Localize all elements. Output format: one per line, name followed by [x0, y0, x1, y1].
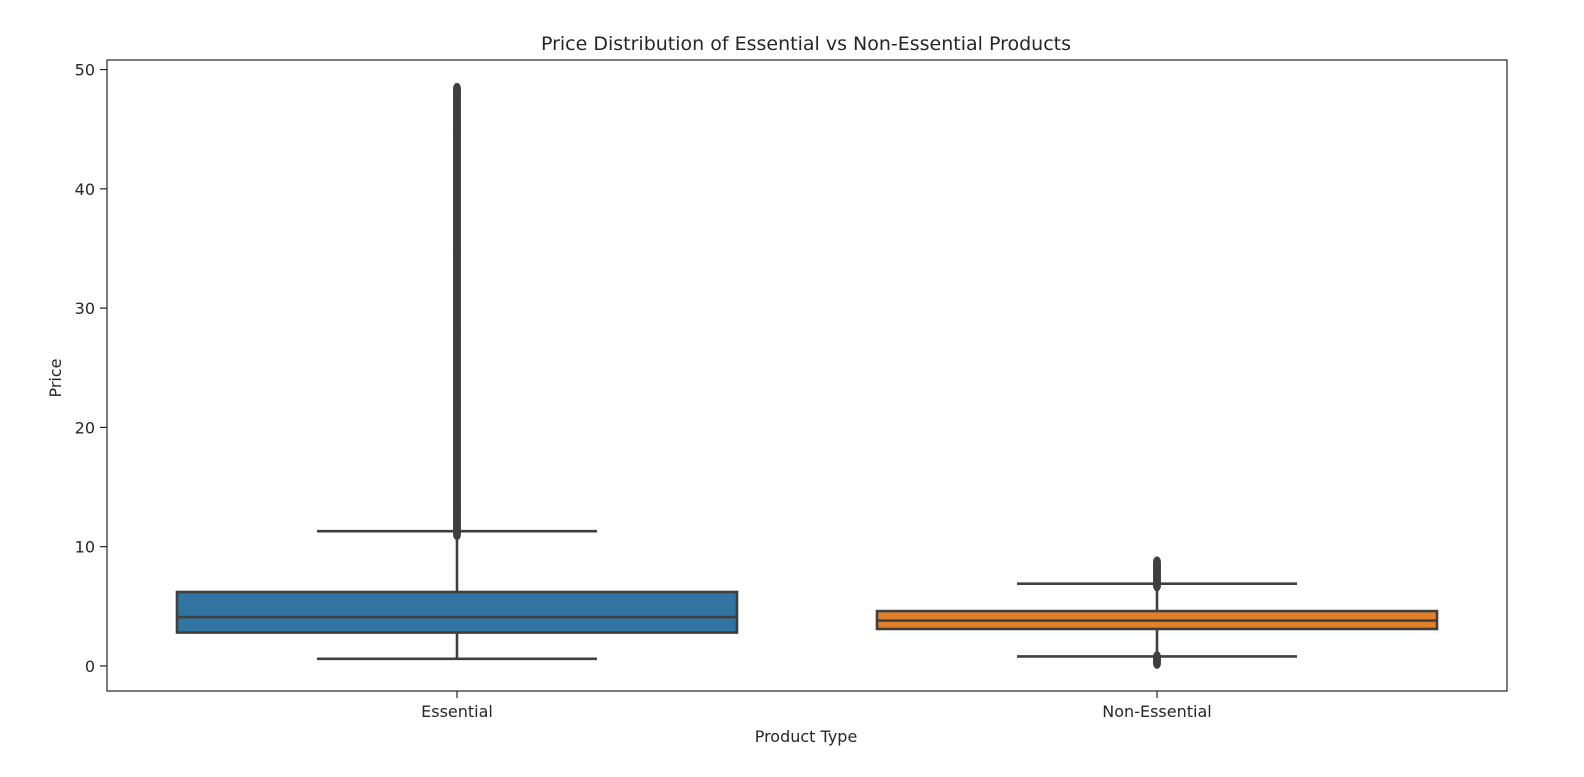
y-tick-label: 50	[75, 61, 95, 80]
x-axis-label: Product Type	[755, 727, 858, 746]
plot-frame	[106, 59, 1508, 692]
y-axis-label: Price	[46, 358, 65, 397]
y-tick-label: 10	[75, 538, 95, 557]
x-tick-label: Essential	[421, 702, 493, 721]
x-tick-label: Non-Essential	[1102, 702, 1211, 721]
y-tick-label: 30	[75, 299, 95, 318]
chart-title: Price Distribution of Essential vs Non-E…	[541, 33, 1071, 55]
non-essential-outlier-point	[1153, 556, 1161, 567]
y-tick-label: 20	[75, 418, 95, 437]
y-tick-label: 0	[85, 657, 95, 676]
plot-area	[175, 82, 1439, 669]
essential-box	[175, 590, 739, 634]
y-tick-label: 40	[75, 180, 95, 199]
essential-outlier-point	[453, 82, 461, 94]
